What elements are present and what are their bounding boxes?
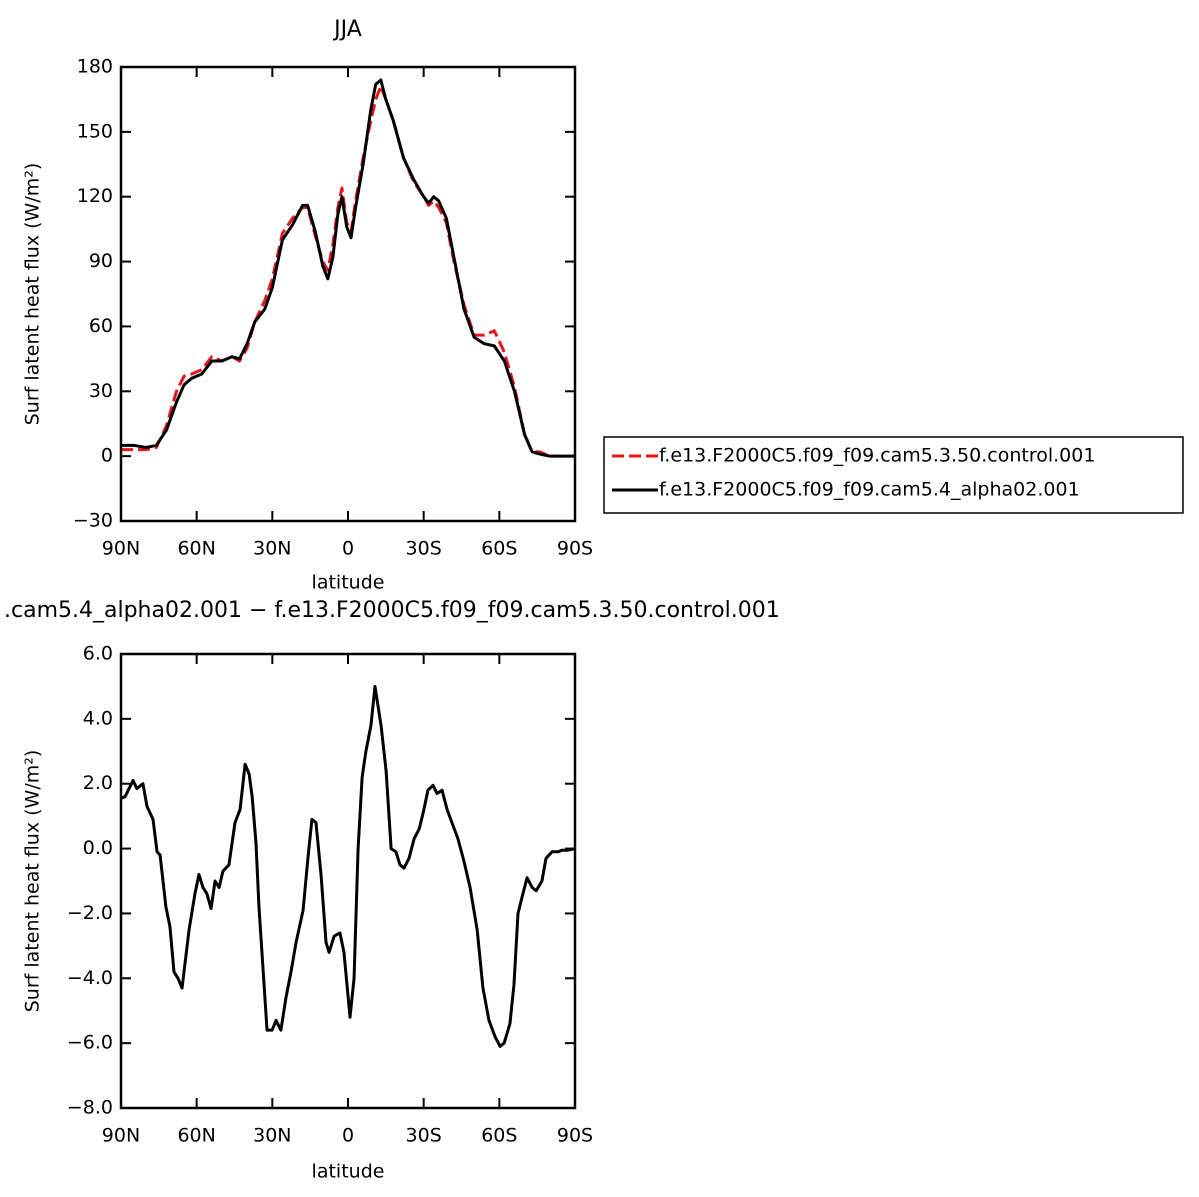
x-tick-label: 90S [557, 1125, 593, 1147]
x-axis-label: latitude [312, 572, 385, 594]
y-tick-label: −8.0 [67, 1097, 113, 1119]
x-tick-label: 30N [253, 1125, 291, 1147]
x-tick-label: 30N [253, 538, 291, 560]
y-tick-label: 6.0 [83, 643, 113, 665]
plot-frame [119, 65, 577, 523]
y-tick-label: 150 [77, 120, 113, 142]
legend-label: f.e13.F2000C5.f09_f09.cam5.3.50.control.… [659, 445, 1095, 467]
x-tick-label: 90N [102, 1125, 140, 1147]
data-line [120, 684, 576, 1048]
y-tick-label: 60 [89, 315, 113, 337]
x-tick-label: 90S [557, 538, 593, 560]
plot-frame [119, 652, 577, 1110]
y-tick-label: −2.0 [67, 902, 113, 924]
x-tick-label: 30S [406, 538, 442, 560]
y-tick-label: 0 [101, 445, 113, 467]
x-tick-label: 30S [406, 1125, 442, 1147]
y-tick-label: 180 [77, 56, 113, 78]
legend-label: f.e13.F2000C5.f09_f09.cam5.4_alpha02.001 [659, 479, 1080, 501]
x-tick-label: 60S [481, 1125, 517, 1147]
y-tick-label: 2.0 [83, 772, 113, 794]
x-tick-label: 0 [342, 1125, 354, 1147]
y-tick-label: −4.0 [67, 967, 113, 989]
x-tick-label: 60N [177, 1125, 215, 1147]
y-tick-label: −30 [73, 510, 113, 532]
data-line [121, 84, 575, 458]
chart-title: JJA [332, 17, 362, 42]
x-axis-label: latitude [312, 1161, 385, 1183]
y-tick-label: 4.0 [83, 707, 113, 729]
data-line [121, 78, 575, 458]
y-tick-label: −6.0 [67, 1032, 113, 1054]
y-tick-label: 0.0 [83, 837, 113, 859]
chart-title: .cam5.4_alpha02.001 − f.e13.F2000C5.f09_… [4, 598, 780, 623]
y-tick-label: 90 [89, 250, 113, 272]
y-tick-label: 120 [77, 185, 113, 207]
y-axis-label: Surf latent heat flux (W/m²) [22, 750, 44, 1013]
legend-box [603, 436, 1184, 514]
x-tick-label: 60S [481, 538, 517, 560]
x-tick-label: 60N [177, 538, 215, 560]
y-tick-label: 30 [89, 380, 113, 402]
x-tick-label: 90N [102, 538, 140, 560]
y-axis-label: Surf latent heat flux (W/m²) [22, 163, 44, 426]
x-tick-label: 0 [342, 538, 354, 560]
